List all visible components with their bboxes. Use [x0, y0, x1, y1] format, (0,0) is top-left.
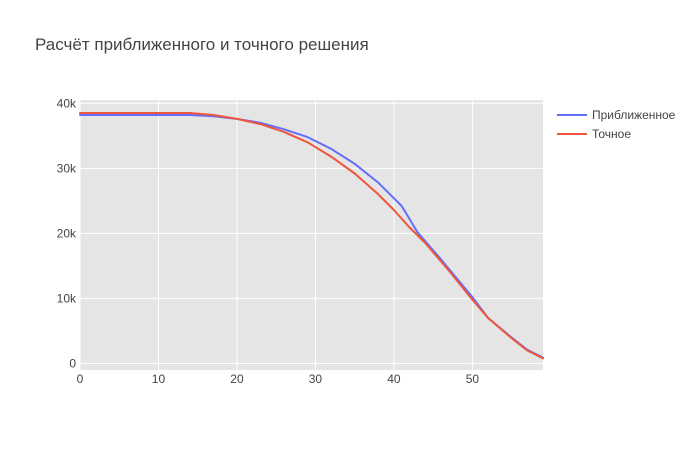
axis-ticks: 0 10 20 30 40 50 0 10k 20k 30k 40k	[57, 96, 480, 386]
series-lines	[79, 112, 544, 360]
grid-lines	[79, 100, 543, 370]
legend-item[interactable]: Точное	[557, 127, 631, 141]
x-tick-label: 20	[230, 372, 244, 386]
x-tick-label: 10	[152, 372, 166, 386]
chart-title: Расчёт приближенного и точного решения	[35, 35, 369, 54]
y-tick-label: 40k	[57, 96, 77, 110]
legend-item[interactable]: Приближенное	[557, 108, 676, 122]
legend[interactable]: Приближенное Точное	[557, 108, 676, 141]
plot-area	[80, 100, 543, 370]
legend-label: Точное	[592, 127, 631, 141]
x-tick-label: 0	[77, 372, 84, 386]
y-tick-label: 10k	[57, 291, 77, 305]
x-tick-label: 50	[466, 372, 480, 386]
y-tick-label: 20k	[57, 226, 77, 240]
x-tick-label: 40	[387, 372, 401, 386]
series-line-2	[79, 112, 544, 360]
y-tick-label: 30k	[57, 161, 77, 175]
legend-label: Приближенное	[592, 108, 676, 122]
y-tick-label: 0	[69, 356, 76, 370]
x-tick-label: 30	[309, 372, 323, 386]
